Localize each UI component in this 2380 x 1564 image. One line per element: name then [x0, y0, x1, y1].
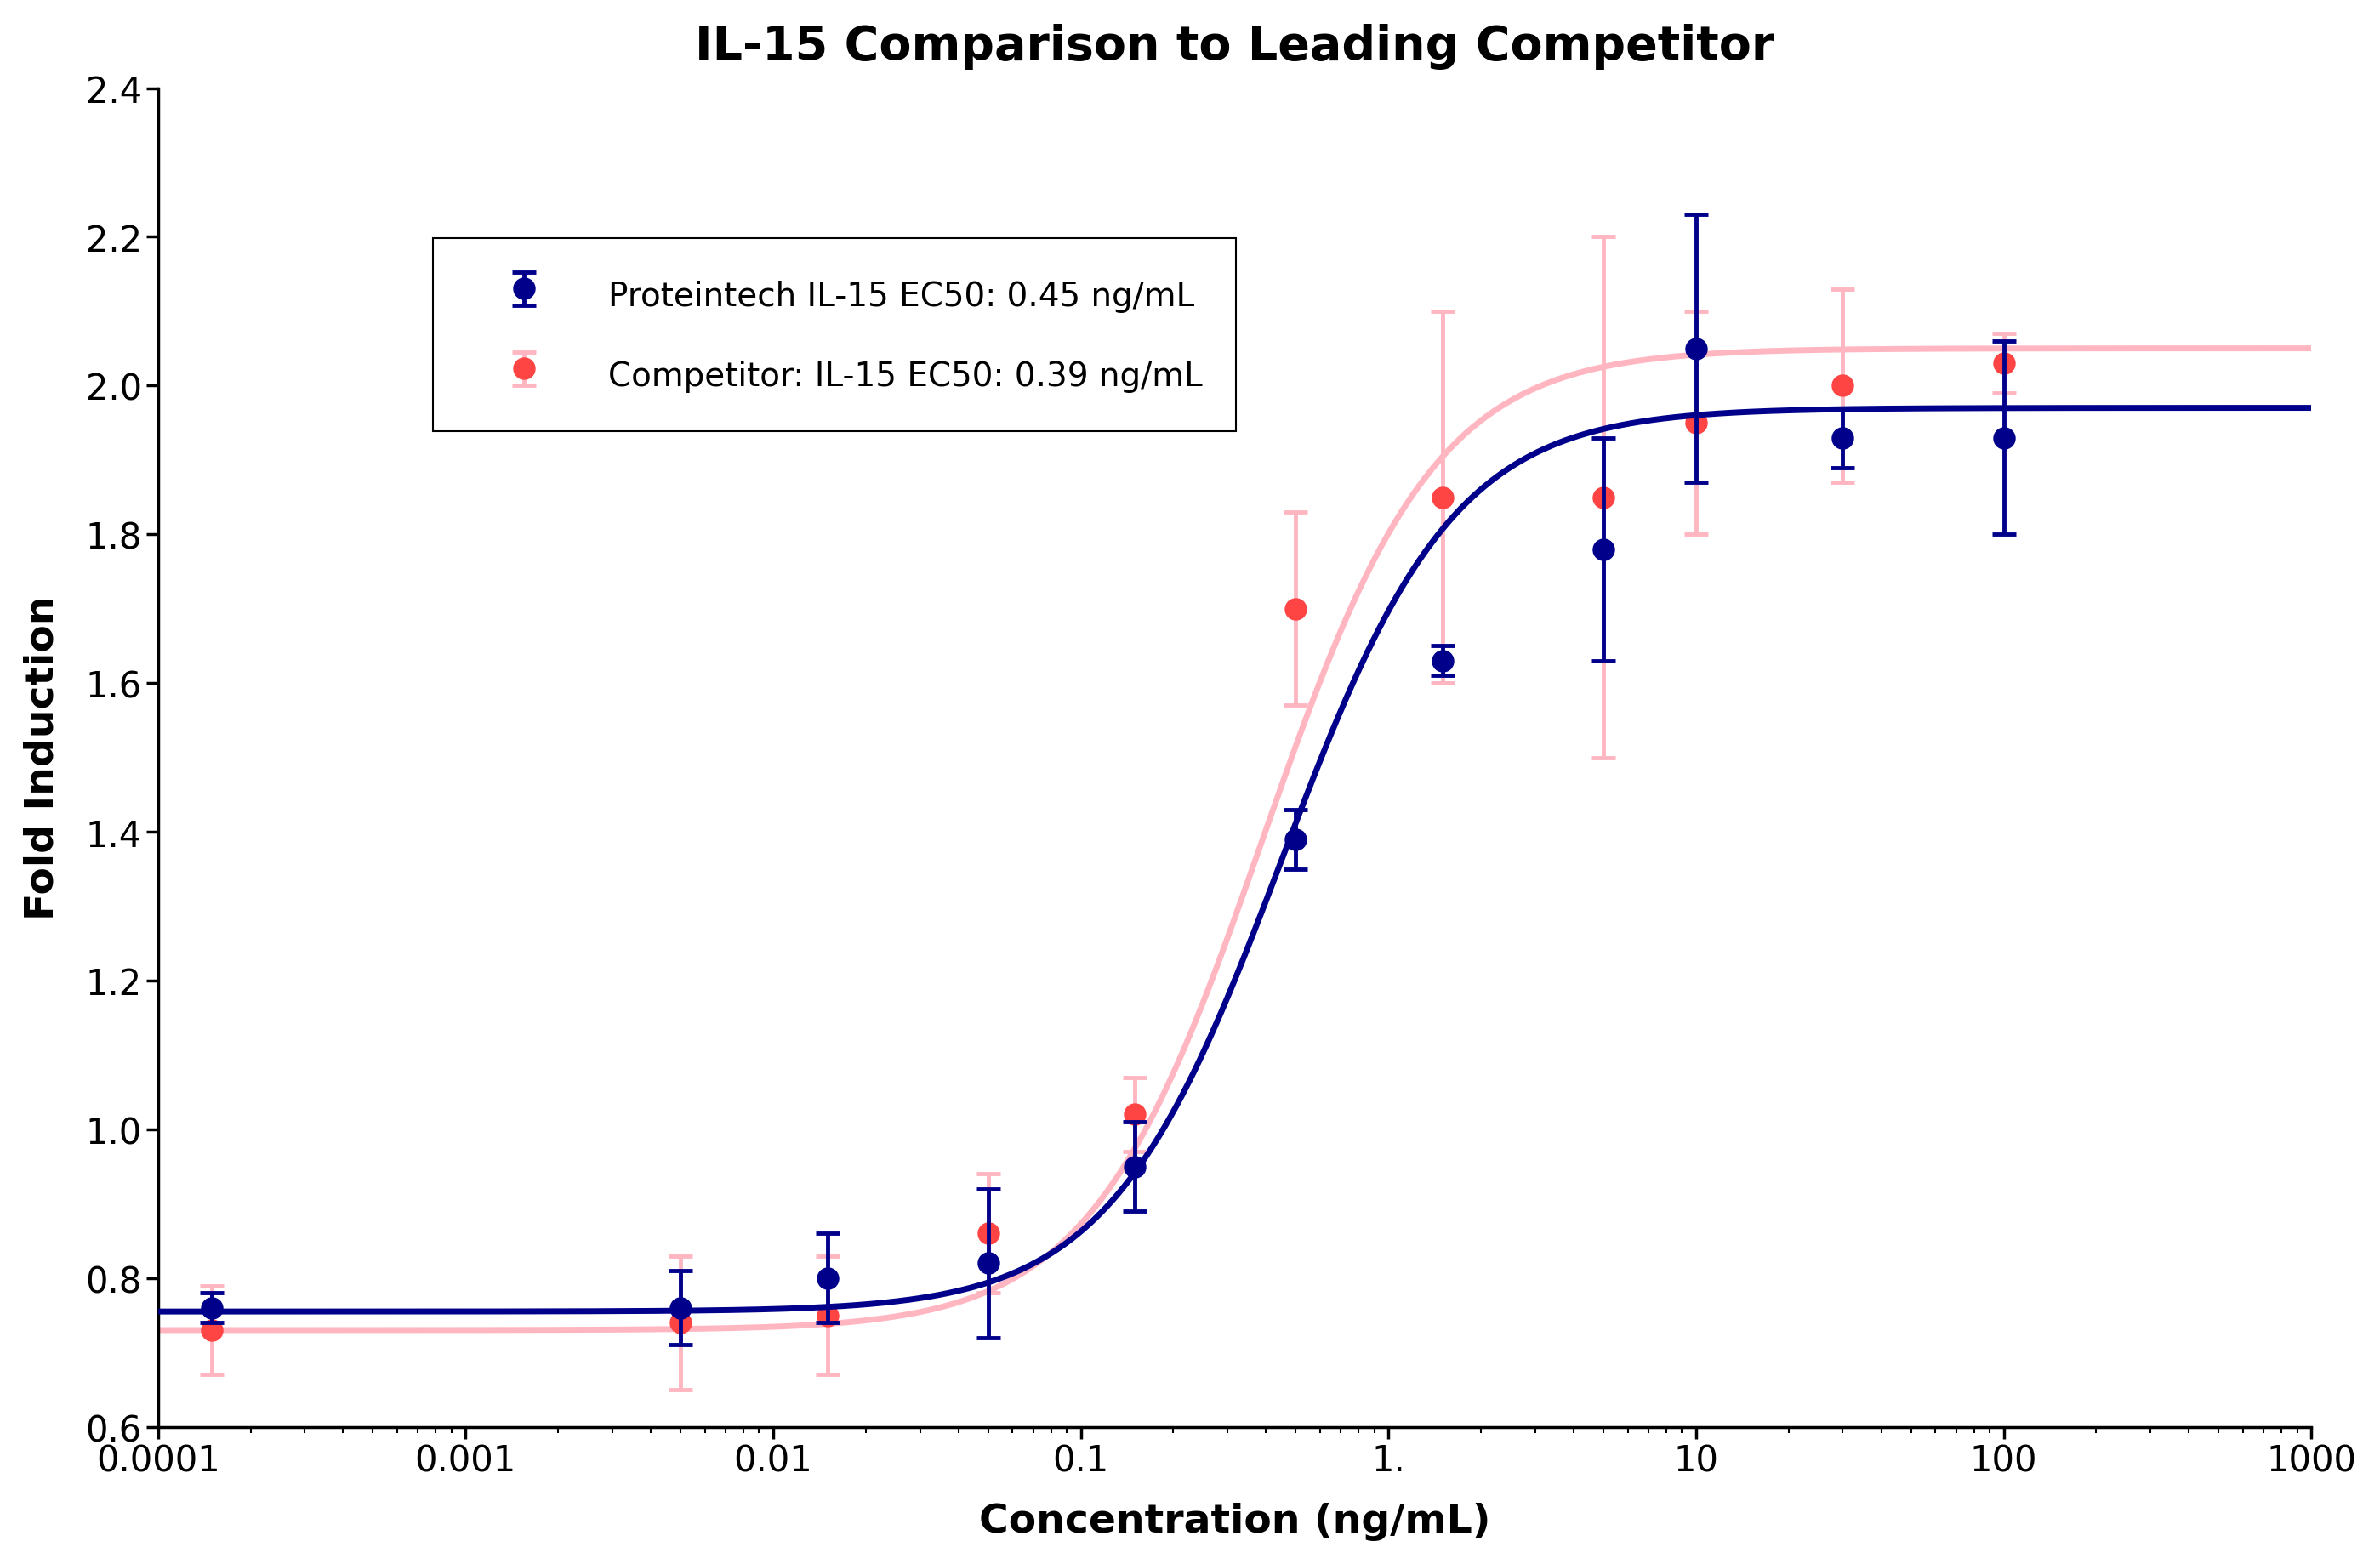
- Y-axis label: Fold Induction: Fold Induction: [24, 596, 62, 920]
- Legend: Proteintech IL-15 EC50: 0.45 ng/mL, Competitor: IL-15 EC50: 0.39 ng/mL: Proteintech IL-15 EC50: 0.45 ng/mL, Comp…: [433, 239, 1235, 432]
- X-axis label: Concentration (ng/mL): Concentration (ng/mL): [978, 1501, 1490, 1541]
- Title: IL-15 Comparison to Leading Competitor: IL-15 Comparison to Leading Competitor: [695, 23, 1775, 69]
